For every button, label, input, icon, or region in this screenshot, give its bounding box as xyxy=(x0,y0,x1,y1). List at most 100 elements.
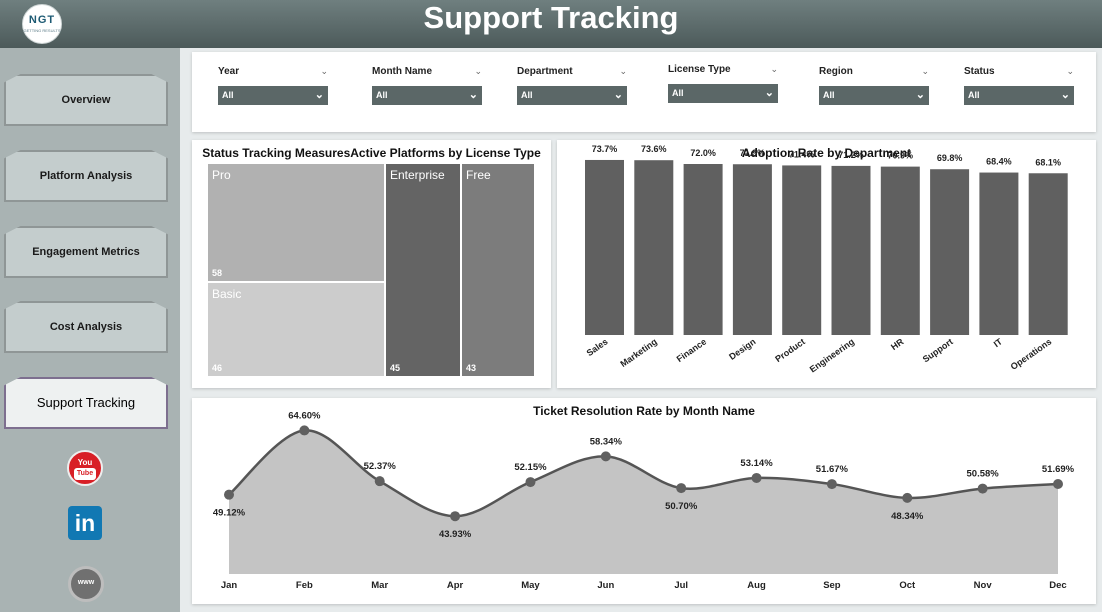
chevron-down-icon[interactable]: ⌄ xyxy=(1066,66,1074,76)
year-slicer: Year ⌄ All ⌄ xyxy=(218,66,328,105)
bar-sales[interactable] xyxy=(585,159,624,335)
license-type-treemap-card: Status Tracking MeasuresActive Platforms… xyxy=(192,140,551,388)
nav-overview-button[interactable]: Overview xyxy=(4,74,168,126)
data-point-aug[interactable] xyxy=(751,472,762,483)
bar-marketing[interactable] xyxy=(634,160,674,335)
nav-platform-analysis-button[interactable]: Platform Analysis xyxy=(4,150,168,202)
bar-category-label: HR xyxy=(889,336,906,352)
chevron-down-icon[interactable]: ⌄ xyxy=(921,66,929,76)
header-bar: NGT GETTING RESULTS Support Tracking xyxy=(0,0,1102,48)
treemap-cell-pro[interactable]: Pro 58 xyxy=(208,164,384,281)
point-data-label: 49.12% xyxy=(213,508,246,519)
month-axis-label: Aug xyxy=(747,580,766,591)
chevron-down-icon[interactable]: ⌄ xyxy=(619,66,627,76)
month-name-slicer: Month Name ⌄ All ⌄ xyxy=(372,66,482,105)
chevron-down-icon[interactable]: ⌄ xyxy=(770,64,778,74)
logo-text: NGT xyxy=(28,14,56,26)
treemap-cell-label: Free xyxy=(466,168,491,182)
treemap-title: Status Tracking MeasuresActive Platforms… xyxy=(202,146,541,160)
month-axis-label: Oct xyxy=(899,580,916,591)
year-dropdown[interactable]: All ⌄ xyxy=(218,86,328,105)
department-dropdown[interactable]: All ⌄ xyxy=(517,86,627,105)
point-data-label: 50.58% xyxy=(967,469,1000,480)
youtube-icon-text: Tube xyxy=(74,468,96,480)
bar-category-label: Design xyxy=(727,336,757,361)
month-axis-label: Nov xyxy=(974,580,993,591)
slicer-label: Month Name xyxy=(372,66,432,77)
slicer-label: Year xyxy=(218,66,240,77)
treemap-cell-label: Pro xyxy=(212,168,231,182)
point-data-label: 58.34% xyxy=(590,436,623,447)
bar-hr[interactable] xyxy=(880,166,920,335)
nav-cost-analysis-button[interactable]: Cost Analysis xyxy=(4,301,168,353)
data-point-jul[interactable] xyxy=(676,483,687,494)
data-point-apr[interactable] xyxy=(450,511,461,522)
data-point-mar[interactable] xyxy=(374,476,385,487)
slicer-value: All xyxy=(521,90,533,100)
youtube-icon-text: You xyxy=(77,458,93,467)
slicer-value: All xyxy=(823,90,835,100)
bar-finance[interactable] xyxy=(683,164,723,335)
bar-design[interactable] xyxy=(732,164,772,335)
line-chart-title: Ticket Resolution Rate by Month Name xyxy=(533,404,755,418)
chevron-down-icon[interactable]: ⌄ xyxy=(320,66,328,76)
linkedin-icon[interactable]: in xyxy=(68,506,102,540)
data-point-feb[interactable] xyxy=(299,425,310,436)
adoption-rate-bar-chart-card: Adoption Rate by Department 73.7% Sales 73… xyxy=(557,140,1096,388)
bar-operations[interactable] xyxy=(1028,173,1068,335)
sidebar: Overview Platform Analysis Engagement Me… xyxy=(0,48,180,612)
bar-data-label: 71.2% xyxy=(838,150,864,160)
treemap-cell-value: 46 xyxy=(212,363,223,373)
chevron-down-icon: ⌄ xyxy=(915,89,925,101)
treemap-cell-basic[interactable]: Basic 46 xyxy=(208,283,384,376)
data-point-jun[interactable] xyxy=(600,451,611,462)
region-dropdown[interactable]: All ⌄ xyxy=(819,86,929,105)
chevron-down-icon: ⌄ xyxy=(468,89,478,101)
slicer-label: License Type xyxy=(668,64,731,75)
bar-category-label: Finance xyxy=(675,336,709,364)
slicer-label: Department xyxy=(517,66,573,77)
bar-it[interactable] xyxy=(979,172,1019,335)
bar-support[interactable] xyxy=(930,169,970,335)
data-point-oct[interactable] xyxy=(902,492,913,503)
filter-panel: Year ⌄ All ⌄ Month Name ⌄ All ⌄ Department… xyxy=(192,52,1096,132)
chevron-down-icon: ⌄ xyxy=(1060,89,1070,101)
point-data-label: 51.69% xyxy=(1042,464,1075,475)
month-name-dropdown[interactable]: All ⌄ xyxy=(372,86,482,105)
point-data-label: 53.14% xyxy=(740,458,773,469)
nav-engagement-metrics-button[interactable]: Engagement Metrics xyxy=(4,226,168,278)
chevron-down-icon: ⌄ xyxy=(613,89,623,101)
month-axis-label: Jul xyxy=(674,580,688,591)
treemap-cell-enterprise[interactable]: Enterprise 45 xyxy=(386,164,460,376)
youtube-icon[interactable]: You Tube xyxy=(67,450,103,486)
month-axis-label: May xyxy=(521,580,540,591)
data-point-nov[interactable] xyxy=(977,483,988,494)
chevron-down-icon[interactable]: ⌄ xyxy=(474,66,482,76)
point-data-label: 51.67% xyxy=(816,464,849,475)
bar-product[interactable] xyxy=(782,165,822,335)
nav-label: Cost Analysis xyxy=(49,321,123,333)
month-axis-label: Jan xyxy=(221,580,238,591)
slicer-label: Status xyxy=(964,66,995,77)
license-type-dropdown[interactable]: All ⌄ xyxy=(668,84,778,103)
department-slicer: Department ⌄ All ⌄ xyxy=(517,66,627,105)
nav-support-tracking-button[interactable]: Support Tracking xyxy=(4,377,168,429)
ticket-resolution-area-chart: 49.12% Jan 64.60% Feb 52.37% Mar 43.93% Apr 52.1… xyxy=(213,410,1075,591)
chevron-down-icon: ⌄ xyxy=(314,89,324,101)
bar-engineering[interactable] xyxy=(831,165,871,335)
treemap-cell-free[interactable]: Free 43 xyxy=(462,164,534,376)
bar-data-label: 71.9% xyxy=(740,148,766,158)
bar-data-label: 68.4% xyxy=(986,157,1012,167)
data-point-may[interactable] xyxy=(525,477,536,488)
globe-icon[interactable]: www xyxy=(68,566,104,602)
slicer-value: All xyxy=(968,90,980,100)
status-dropdown[interactable]: All ⌄ xyxy=(964,86,1074,105)
page-title: Support Tracking xyxy=(423,0,679,35)
month-axis-label: Mar xyxy=(371,580,388,591)
nav-label: Support Tracking xyxy=(36,395,136,410)
data-point-jan[interactable] xyxy=(224,489,234,500)
data-point-sep[interactable] xyxy=(826,479,837,490)
bar-category-label: Marketing xyxy=(618,336,659,369)
treemap-cell-value: 43 xyxy=(466,363,477,373)
data-point-dec[interactable] xyxy=(1053,478,1063,489)
